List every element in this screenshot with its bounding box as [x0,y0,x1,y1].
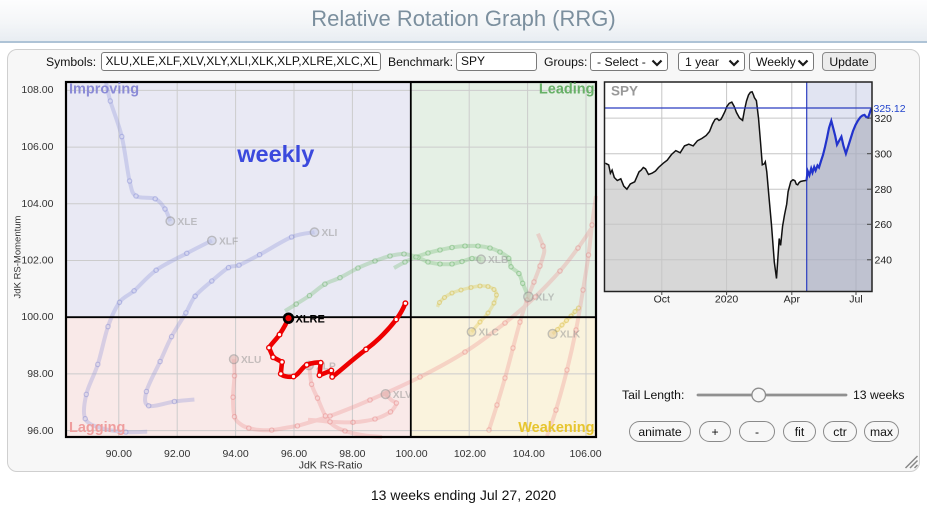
svg-text:Leading: Leading [539,82,595,98]
svg-text:260: 260 [875,219,893,231]
svg-text:Lagging: Lagging [69,420,125,436]
svg-text:XLV: XLV [393,390,412,401]
svg-text:2020: 2020 [715,294,739,306]
svg-text:Weakening: Weakening [518,420,594,436]
svg-text:90.00: 90.00 [106,448,132,460]
svg-text:96.00: 96.00 [281,448,307,460]
svg-text:XLK: XLK [560,330,581,341]
svg-text:100.00: 100.00 [21,311,53,323]
svg-text:XLU: XLU [241,355,261,366]
svg-text:106.00: 106.00 [21,141,53,153]
svg-text:Apr: Apr [784,294,801,306]
svg-text:102.00: 102.00 [21,255,53,267]
svg-text:96.00: 96.00 [27,425,53,437]
svg-text:100.00: 100.00 [395,448,427,460]
svg-text:XLF: XLF [219,236,238,247]
svg-text:Oct: Oct [654,294,670,306]
svg-text:98.00: 98.00 [339,448,365,460]
svg-text:92.00: 92.00 [164,448,190,460]
svg-text:104.00: 104.00 [513,448,545,460]
svg-text:104.00: 104.00 [21,198,53,210]
svg-text:XLI: XLI [322,228,338,239]
svg-text:XLC: XLC [479,328,500,339]
svg-text:XLY: XLY [536,293,555,304]
svg-text:Improving: Improving [69,82,139,98]
svg-text:320: 320 [875,113,893,125]
svg-text:108.00: 108.00 [21,84,53,96]
svg-text:300: 300 [875,148,893,160]
svg-text:weekly: weekly [236,141,314,167]
svg-text:JdK RS-Ratio: JdK RS-Ratio [299,460,363,472]
svg-text:Jul: Jul [849,294,862,306]
svg-text:240: 240 [875,255,893,267]
svg-text:94.00: 94.00 [222,448,248,460]
svg-text:106.00: 106.00 [569,448,601,460]
svg-text:XLE: XLE [178,217,198,228]
svg-text:SPY: SPY [611,84,638,99]
svg-text:XLP: XLP [316,361,336,372]
svg-text:XLB: XLB [488,255,508,266]
svg-text:102.00: 102.00 [454,448,486,460]
svg-text:98.00: 98.00 [27,368,53,380]
svg-text:280: 280 [875,184,893,196]
svg-text:JdK RS-Momentum: JdK RS-Momentum [13,215,24,298]
svg-text:325.12: 325.12 [874,103,906,115]
svg-text:XLRE: XLRE [296,313,325,325]
